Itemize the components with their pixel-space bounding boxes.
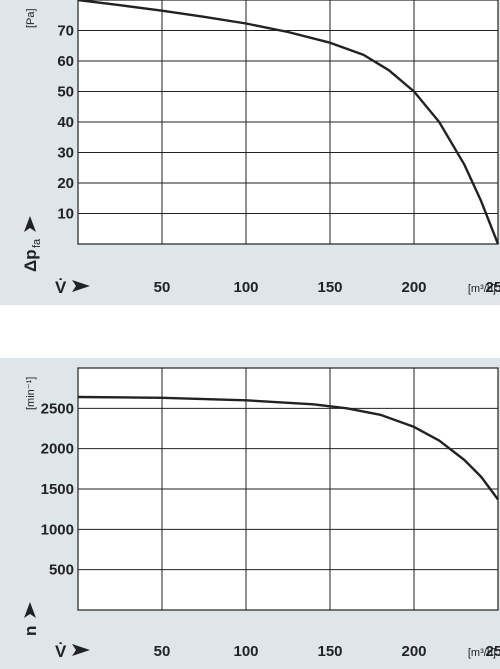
x-axis-unit: [m³/h] — [468, 283, 496, 295]
x-tick-label: 200 — [401, 279, 426, 296]
y-axis-symbol: n — [21, 626, 40, 636]
y-tick-label: 1000 — [41, 521, 74, 538]
y-tick-label: 500 — [49, 562, 74, 579]
y-axis-unit: [Pa] — [25, 8, 37, 28]
x-axis-arrow — [72, 644, 90, 656]
y-tick-label: 70 — [57, 23, 74, 40]
series-line — [77, 0, 500, 245]
y-axis-subscript: fa — [31, 238, 43, 248]
y-tick-label: 30 — [57, 145, 74, 162]
x-axis-unit: [m³/h] — [468, 647, 496, 659]
speed-chart: 500 1000 1500 2000 2500 50 100 150 200 250 V̇ [m³/h… — [0, 358, 500, 669]
y-tick-label: 50 — [57, 84, 74, 101]
y-axis-label-group: n — [21, 602, 40, 636]
y-axis-unit-group: [Pa] — [25, 8, 37, 28]
series-line — [77, 395, 499, 501]
y-tick-label: 1500 — [41, 481, 74, 498]
pressure-chart: 10 20 30 40 50 60 70 50 100 150 200 250 V̇ [m³/h] Δpfa… — [0, 0, 500, 305]
x-axis-arrow — [72, 280, 90, 292]
y-tick-label: 2500 — [41, 400, 74, 417]
x-axis-symbol: V̇ — [55, 278, 67, 297]
y-tick-label: 10 — [57, 206, 74, 223]
x-tick-label: 150 — [317, 643, 342, 660]
x-tick-label: 50 — [154, 279, 171, 296]
y-tick-label: 60 — [57, 53, 74, 70]
y-axis-symbol: Δp — [21, 249, 40, 272]
x-tick-label: 50 — [154, 643, 171, 660]
y-tick-label: 2000 — [41, 441, 74, 458]
y-axis-unit: [min⁻¹] — [25, 377, 37, 410]
x-tick-label: 250 — [485, 643, 500, 660]
x-tick-label: 100 — [233, 643, 258, 660]
x-tick-label: 100 — [233, 279, 258, 296]
y-axis-arrow — [24, 216, 36, 232]
x-tick-label: 150 — [317, 279, 342, 296]
x-axis-symbol: V̇ — [55, 642, 67, 661]
x-tick-label: 250 — [485, 279, 500, 296]
x-tick-label: 200 — [401, 643, 426, 660]
y-tick-label: 40 — [57, 114, 74, 131]
y-axis-unit-group: [min⁻¹] — [25, 377, 37, 410]
y-axis-arrow — [24, 602, 36, 618]
y-tick-label: 20 — [57, 175, 74, 192]
